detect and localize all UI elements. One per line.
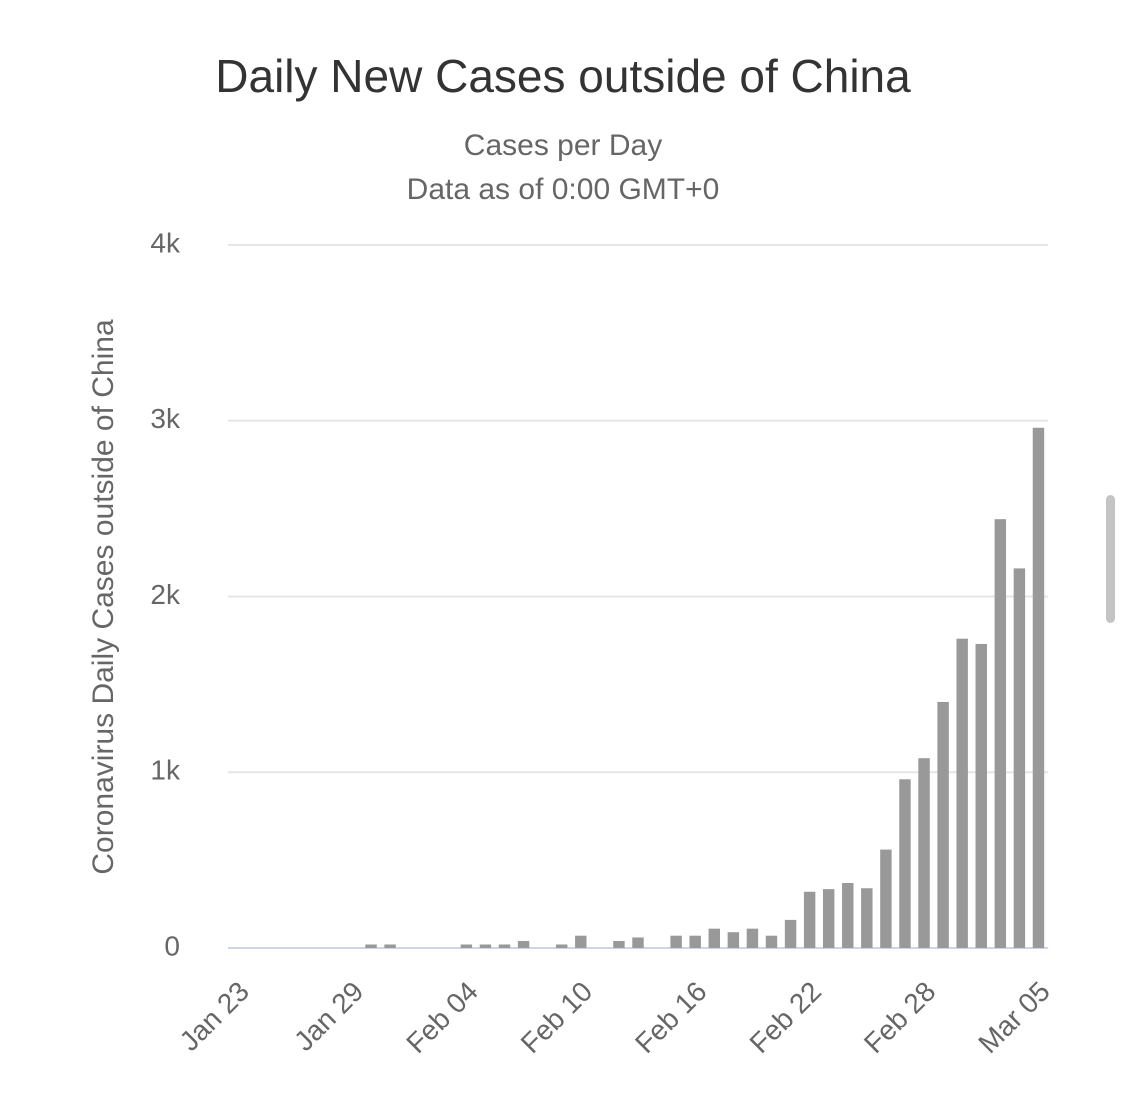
x-tick-label: Feb 10 (515, 976, 599, 1060)
bar (1013, 568, 1026, 948)
bar (384, 944, 396, 948)
bar (460, 944, 473, 948)
x-tick-label: Feb 22 (744, 976, 828, 1060)
bar (613, 940, 625, 948)
x-tick-label: Mar 05 (972, 976, 1056, 1060)
bar (670, 935, 682, 948)
bar (803, 891, 816, 948)
bar (994, 519, 1007, 948)
bar (708, 928, 720, 948)
bar (880, 849, 892, 948)
bar (975, 643, 987, 948)
bar (899, 779, 911, 948)
bar (784, 919, 797, 948)
y-axis-label: Coronavirus Daily Cases outside of China (87, 319, 120, 875)
bar (689, 935, 701, 948)
bar (746, 928, 759, 948)
bar (765, 935, 778, 948)
y-tick-label: 0 (164, 930, 180, 961)
chart-subtitle: Data as of 0:00 GMT+0 (407, 173, 720, 206)
y-tick-label: 3k (150, 403, 181, 434)
x-tick-label: Feb 04 (400, 976, 484, 1060)
chart-subtitle: Cases per Day (464, 129, 662, 162)
bar (842, 882, 854, 948)
bar (918, 758, 930, 948)
bar (861, 888, 873, 948)
bar (937, 701, 949, 948)
chart-title: Daily New Cases outside of China (215, 50, 911, 102)
bar (365, 944, 377, 948)
bar (727, 932, 740, 948)
bar (479, 944, 492, 948)
bar (632, 937, 644, 948)
bar (517, 940, 530, 948)
x-tick-label: Jan 23 (174, 976, 255, 1057)
y-tick-label: 4k (150, 227, 181, 258)
bar (556, 944, 568, 948)
x-tick-label: Feb 16 (629, 976, 713, 1060)
y-tick-label: 2k (150, 579, 181, 610)
x-tick-label: Jan 29 (288, 976, 369, 1057)
bar (575, 935, 587, 948)
y-tick-label: 1k (150, 755, 181, 786)
bar (1032, 427, 1045, 948)
x-tick-label: Feb 28 (858, 976, 942, 1060)
bar (956, 638, 968, 948)
scrollbar[interactable] (1106, 495, 1115, 623)
bar (822, 889, 835, 948)
bar (498, 944, 511, 948)
